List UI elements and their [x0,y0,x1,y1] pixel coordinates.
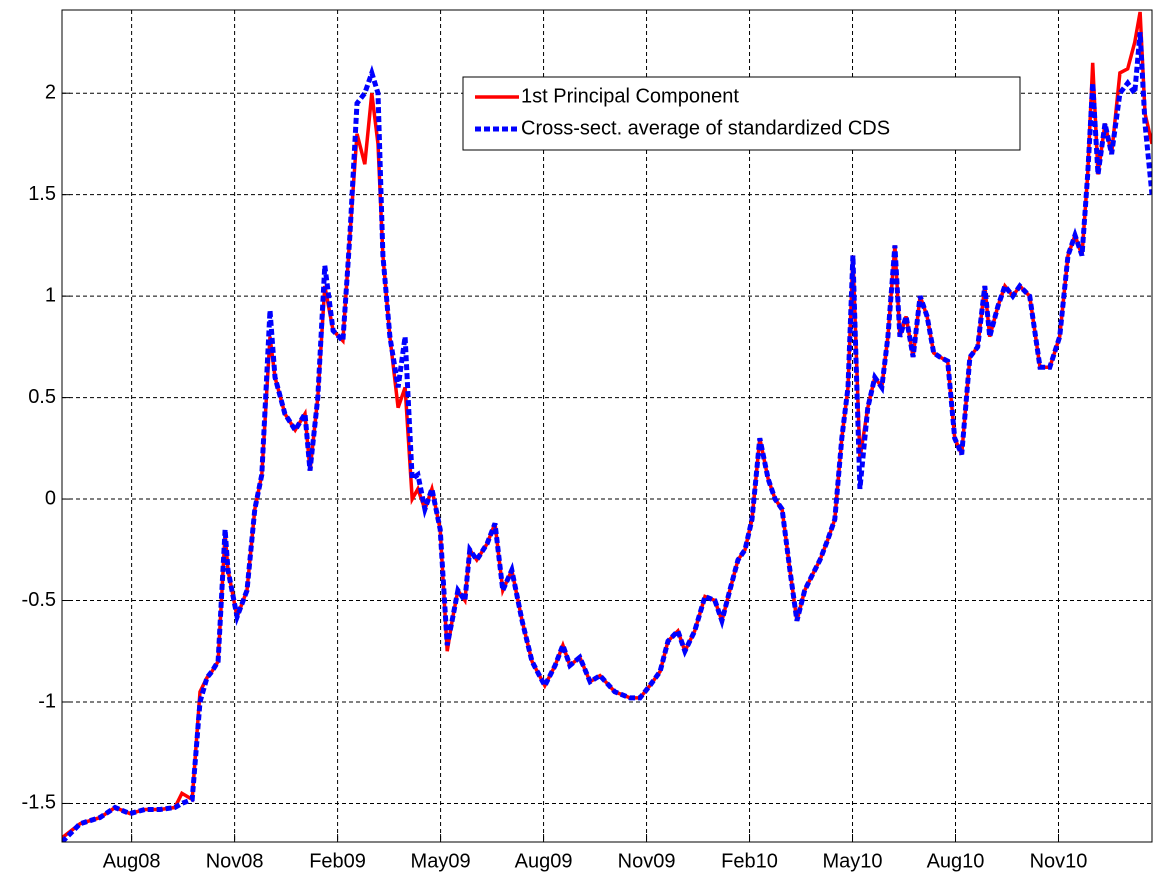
x-tick-label: Nov10 [1030,850,1088,872]
legend: 1st Principal Component Cross-sect. avera… [462,76,1021,151]
y-tick-label: 1 [45,284,56,306]
y-tick-label: -1.5 [22,792,56,814]
y-tick-label: -1 [38,690,56,712]
series-line [62,32,1152,842]
legend-box [462,76,1021,151]
x-tick-label: May09 [411,850,471,872]
axes-box [61,9,1153,843]
y-tick-label: 0.5 [28,386,56,408]
y-tick-label: 2 [45,81,56,103]
y-tick-label: 1.5 [28,183,56,205]
x-tick-label: Nov09 [618,850,676,872]
y-tick-label: -0.5 [22,589,56,611]
x-tick-label: Nov08 [206,850,264,872]
legend-label: 1st Principal Component [521,85,739,107]
legend-label: Cross-sect. average of standardized CDS [521,117,890,139]
x-tick-label: Feb09 [309,850,366,872]
x-tick-label: Aug08 [103,850,161,872]
x-tick-label: May10 [823,850,883,872]
x-tick-label: Aug09 [515,850,573,872]
x-tick-label: Feb10 [721,850,778,872]
x-tick-label: Aug10 [927,850,985,872]
y-tick-label: 0 [45,487,56,509]
